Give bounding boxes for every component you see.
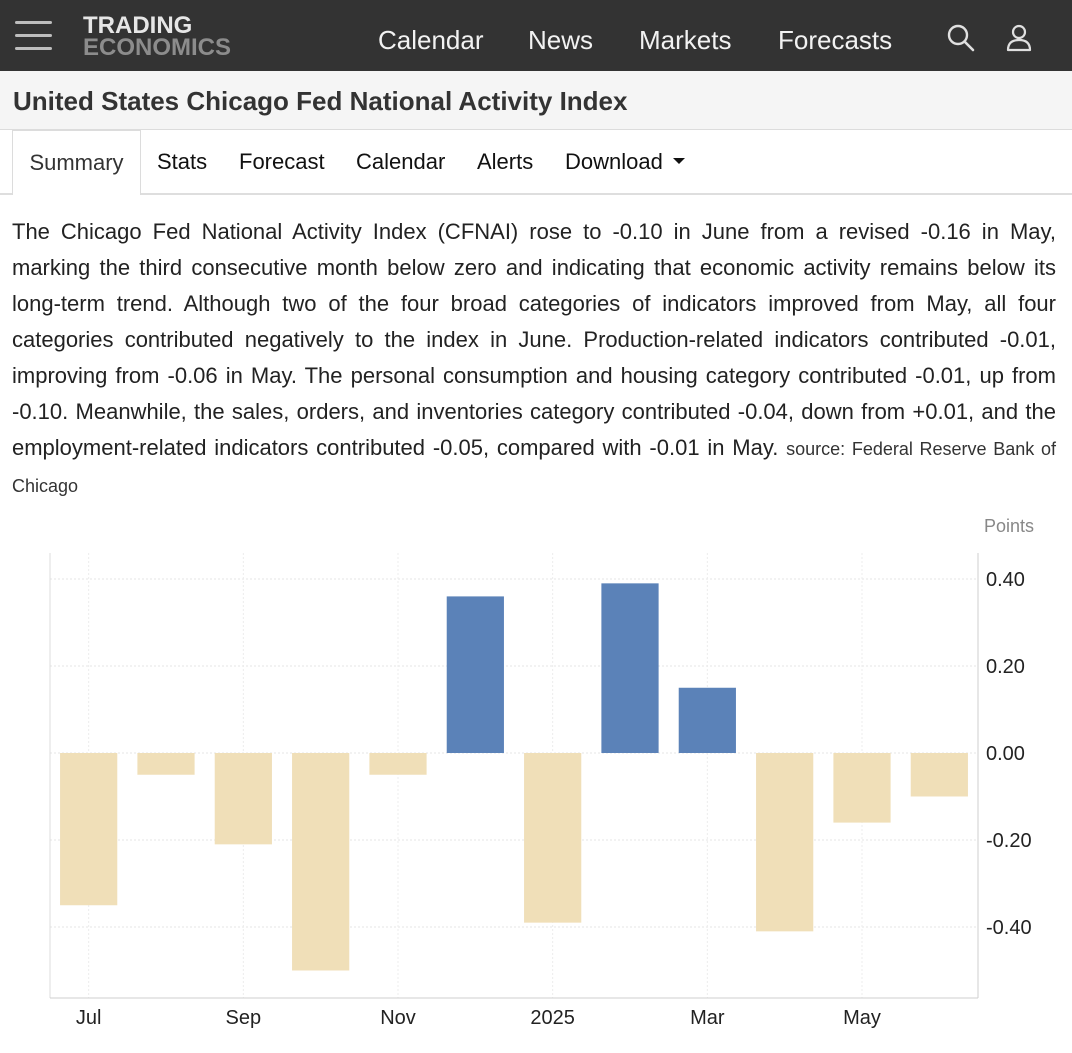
bar-jan-2025[interactable]: Jan 2025: -0.39 [524, 753, 582, 923]
page-title: United States Chicago Fed National Activ… [13, 86, 628, 116]
summary-text: The Chicago Fed National Activity Index … [12, 219, 1056, 460]
bar-mar-2025[interactable]: Mar 2025: 0.15 [678, 687, 736, 753]
page-title-bar: United States Chicago Fed National Activ… [0, 71, 1072, 130]
nav-link-calendar[interactable]: Calendar [378, 25, 484, 55]
y-tick-label: 0.20 [986, 656, 1025, 678]
bar-may-2025[interactable]: May 2025: -0.16 [833, 753, 891, 823]
logo-line-2: ECONOMICS [83, 34, 232, 61]
user-icon[interactable] [1004, 23, 1034, 53]
x-tick-label: Nov [380, 1007, 416, 1029]
bar-feb-2025[interactable]: Feb 2025: 0.39 [601, 583, 659, 753]
x-tick-label: 2025 [530, 1007, 575, 1029]
source-link[interactable]: source: Federal Reserve Bank of Chicago [12, 439, 1056, 496]
bar-jun-2025[interactable]: Jun 2025: -0.10 [910, 753, 968, 797]
x-tick-label: Sep [226, 1007, 262, 1029]
top-navbar: TRADING ECONOMICS Calendar News Markets … [0, 0, 1072, 71]
search-icon[interactable] [946, 23, 976, 53]
x-tick-label: Jul [76, 1007, 102, 1029]
bar-sep-2024[interactable]: Sep 2024: -0.21 [214, 753, 272, 845]
bar-chart-svg: Jul 2024: -0.35 Aug 2024: -0.05 Sep 2024: … [49, 516, 1034, 1029]
bar-nov-2024[interactable]: Nov 2024: -0.05 [369, 753, 427, 775]
tab-forecast[interactable]: Forecast [239, 149, 325, 174]
bar-apr-2025[interactable]: Apr 2025: -0.41 [756, 753, 814, 932]
tab-alerts[interactable]: Alerts [477, 149, 534, 174]
bar-dec-2024[interactable]: Dec 2024: 0.36 [446, 596, 504, 753]
y-tick-label: 0.00 [986, 743, 1025, 765]
tab-download-label: Download [565, 149, 663, 174]
y-tick-label: 0.40 [986, 569, 1025, 591]
nav-link-news[interactable]: News [528, 25, 594, 55]
nav-link-markets[interactable]: Markets [639, 25, 732, 55]
chevron-down-icon [672, 158, 685, 165]
tab-summary[interactable]: Summary [12, 130, 141, 195]
nav-link-forecasts[interactable]: Forecasts [778, 25, 893, 55]
tab-bar: Summary Stats Forecast Calendar Alerts D… [0, 130, 1072, 195]
y-tick-label: -0.40 [986, 917, 1032, 939]
bar-jul-2024[interactable]: Jul 2024: -0.35 [60, 753, 118, 906]
tab-stats[interactable]: Stats [157, 149, 208, 174]
bar-aug-2024[interactable]: Aug 2024: -0.05 [137, 753, 195, 775]
site-logo[interactable]: TRADING ECONOMICS [83, 12, 232, 61]
tab-calendar[interactable]: Calendar [356, 149, 446, 174]
x-tick-label: May [843, 1007, 881, 1029]
y-tick-label: -0.20 [986, 830, 1032, 852]
y-unit-label: Points [984, 516, 1034, 536]
bar-oct-2024[interactable]: Oct 2024: -0.50 [292, 753, 350, 971]
summary-description: The Chicago Fed National Activity Index … [12, 214, 1056, 504]
hamburger-menu-icon[interactable] [15, 21, 52, 51]
tab-download[interactable]: Download [565, 149, 685, 175]
x-tick-label: Mar [690, 1007, 725, 1029]
activity-index-chart: Jul 2024: -0.35 Aug 2024: -0.05 Sep 2024: … [12, 505, 1064, 1050]
bars-layer: Jul 2024: -0.35 Aug 2024: -0.05 Sep 2024: … [60, 583, 968, 971]
labels-layer: 0.40 0.20 0.00 -0.20 -0.40 Points Jul Sep Nov 202… [76, 516, 1034, 1029]
grid-layer [50, 553, 978, 998]
axis-layer [49, 553, 979, 999]
logo-line-1: TRADING [83, 12, 193, 39]
